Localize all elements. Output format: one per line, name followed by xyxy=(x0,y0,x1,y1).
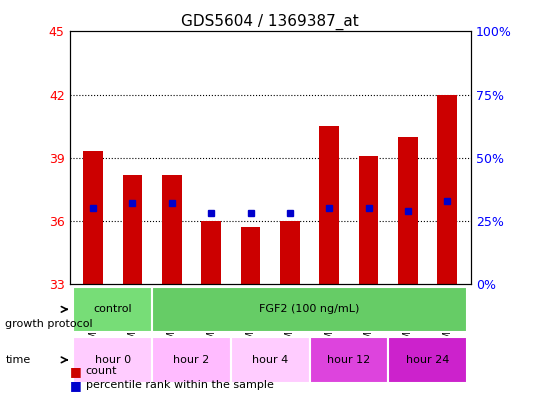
Bar xyxy=(201,221,221,284)
Bar xyxy=(162,174,182,284)
Bar xyxy=(438,95,457,284)
Text: control: control xyxy=(94,304,132,314)
Bar xyxy=(241,227,261,284)
Text: hour 4: hour 4 xyxy=(252,355,288,365)
Bar xyxy=(123,174,142,284)
Text: time: time xyxy=(5,354,30,365)
Text: FGF2 (100 ng/mL): FGF2 (100 ng/mL) xyxy=(259,304,360,314)
Bar xyxy=(319,126,339,284)
Text: ■: ■ xyxy=(70,365,81,378)
FancyBboxPatch shape xyxy=(152,286,467,332)
Text: growth protocol: growth protocol xyxy=(5,319,93,329)
Text: percentile rank within the sample: percentile rank within the sample xyxy=(86,380,273,390)
FancyBboxPatch shape xyxy=(388,337,467,383)
Bar xyxy=(358,156,378,284)
Bar xyxy=(398,137,418,284)
FancyBboxPatch shape xyxy=(73,337,152,383)
Text: hour 2: hour 2 xyxy=(173,355,210,365)
FancyBboxPatch shape xyxy=(152,337,231,383)
Bar xyxy=(83,151,103,284)
Text: hour 24: hour 24 xyxy=(406,355,449,365)
Text: ■: ■ xyxy=(70,378,81,392)
Title: GDS5604 / 1369387_at: GDS5604 / 1369387_at xyxy=(181,14,359,30)
Text: hour 12: hour 12 xyxy=(327,355,370,365)
FancyBboxPatch shape xyxy=(310,337,388,383)
Bar xyxy=(280,221,300,284)
FancyBboxPatch shape xyxy=(231,337,310,383)
Text: count: count xyxy=(86,366,117,376)
Text: hour 0: hour 0 xyxy=(95,355,131,365)
FancyBboxPatch shape xyxy=(73,286,152,332)
